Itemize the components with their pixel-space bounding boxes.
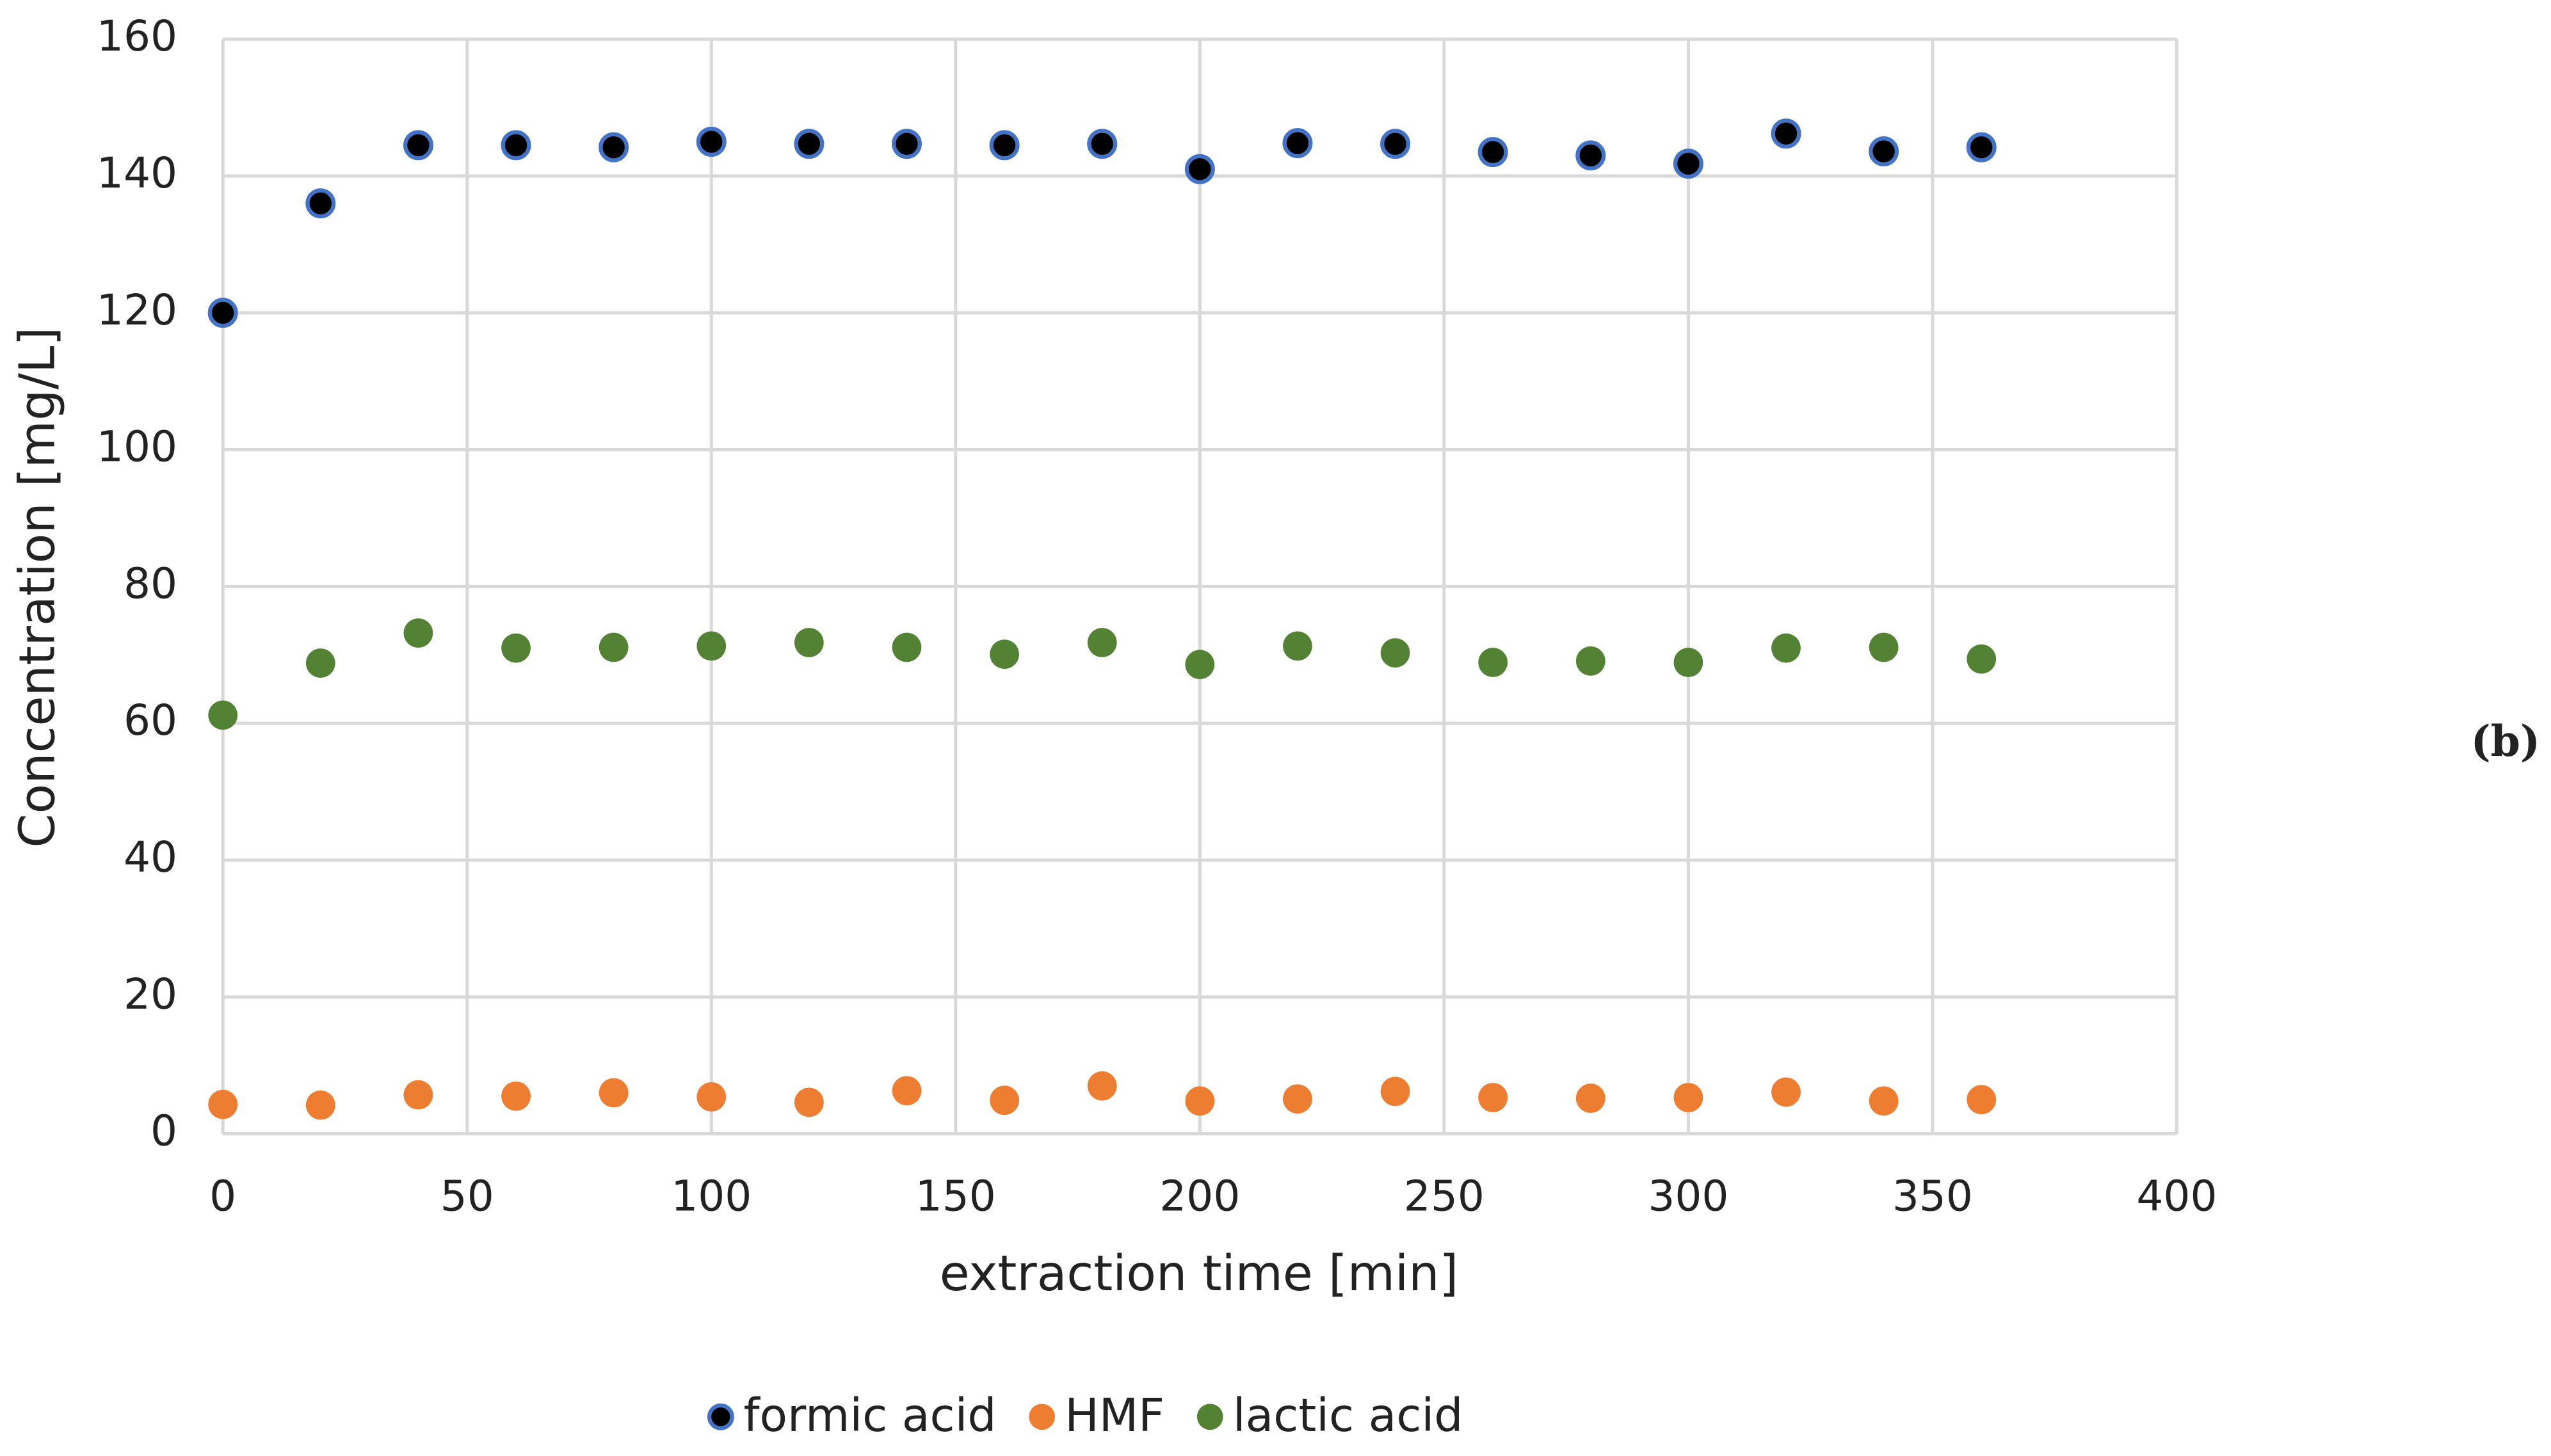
point bbox=[1869, 1086, 1899, 1116]
point bbox=[1478, 648, 1508, 677]
point bbox=[1966, 132, 1997, 163]
point bbox=[1673, 148, 1703, 179]
point bbox=[403, 1080, 433, 1110]
legend-label: formic acid bbox=[743, 1389, 996, 1442]
point bbox=[1087, 1071, 1117, 1101]
point bbox=[794, 628, 824, 657]
y-axis-label: Concentration [mg/L] bbox=[9, 327, 66, 848]
y-tick-label: 40 bbox=[124, 833, 177, 882]
point bbox=[794, 129, 825, 159]
point bbox=[990, 639, 1019, 669]
x-tick-label: 0 bbox=[209, 1171, 236, 1220]
point bbox=[1673, 648, 1703, 677]
legend-marker bbox=[1196, 1404, 1223, 1430]
point bbox=[1967, 1085, 1997, 1115]
point bbox=[989, 130, 1020, 161]
x-tick-label: 400 bbox=[2136, 1171, 2217, 1220]
x-tick-label: 350 bbox=[1892, 1171, 1973, 1220]
point bbox=[1575, 140, 1606, 171]
point bbox=[1380, 1076, 1410, 1107]
point bbox=[403, 130, 433, 161]
point bbox=[1380, 129, 1411, 159]
point bbox=[1771, 633, 1801, 663]
x-tick-label: 300 bbox=[1648, 1171, 1728, 1220]
point bbox=[1869, 632, 1899, 662]
point bbox=[1575, 1084, 1605, 1113]
point bbox=[501, 130, 531, 161]
point bbox=[1087, 129, 1118, 159]
y-tick-label: 140 bbox=[97, 148, 177, 198]
point bbox=[794, 1087, 824, 1117]
point bbox=[1478, 1083, 1508, 1112]
point bbox=[1771, 118, 1801, 149]
point bbox=[501, 633, 531, 663]
y-tick-label: 0 bbox=[150, 1107, 177, 1156]
x-tick-label: 100 bbox=[671, 1171, 752, 1220]
panel-label: (b) bbox=[2470, 716, 2540, 766]
legend-marker bbox=[707, 1403, 734, 1430]
point bbox=[207, 298, 238, 328]
x-tick-label: 150 bbox=[915, 1171, 996, 1220]
y-tick-label: 80 bbox=[124, 559, 177, 608]
point bbox=[1282, 128, 1313, 159]
point bbox=[1087, 628, 1117, 657]
legend-label: lactic acid bbox=[1233, 1389, 1463, 1442]
point bbox=[1283, 631, 1312, 661]
point bbox=[599, 632, 629, 662]
y-tick-label: 100 bbox=[97, 422, 177, 472]
point bbox=[305, 188, 336, 219]
point bbox=[892, 632, 922, 662]
x-tick-label: 200 bbox=[1159, 1171, 1240, 1220]
point bbox=[990, 1085, 1019, 1116]
y-tick-label: 60 bbox=[124, 696, 177, 745]
y-tick-label: 160 bbox=[97, 12, 177, 61]
y-tick-label: 120 bbox=[97, 285, 177, 335]
point bbox=[403, 618, 433, 648]
point bbox=[1673, 1083, 1703, 1112]
legend-marker bbox=[1029, 1404, 1056, 1430]
point bbox=[696, 127, 727, 157]
point bbox=[1185, 650, 1215, 680]
point bbox=[501, 1081, 531, 1111]
point bbox=[1869, 136, 1899, 167]
point bbox=[305, 1090, 335, 1120]
point bbox=[1380, 638, 1410, 668]
point bbox=[599, 132, 629, 163]
point bbox=[1184, 154, 1215, 184]
point bbox=[305, 648, 335, 678]
point bbox=[599, 1078, 629, 1108]
legend-label: HMF bbox=[1065, 1389, 1164, 1442]
point bbox=[696, 631, 727, 661]
point bbox=[208, 1089, 238, 1119]
point bbox=[1185, 1086, 1215, 1116]
point bbox=[1771, 1077, 1801, 1107]
point bbox=[1967, 644, 1997, 674]
x-tick-label: 250 bbox=[1404, 1171, 1485, 1220]
point bbox=[1477, 137, 1508, 168]
point bbox=[208, 700, 238, 730]
point bbox=[891, 129, 922, 159]
x-tick-label: 50 bbox=[440, 1171, 494, 1220]
point bbox=[892, 1076, 922, 1106]
y-tick-label: 20 bbox=[124, 970, 177, 1019]
point bbox=[1283, 1084, 1312, 1114]
point bbox=[1575, 646, 1605, 676]
x-axis-label: extraction time [min] bbox=[940, 1245, 1459, 1302]
point bbox=[696, 1082, 727, 1112]
